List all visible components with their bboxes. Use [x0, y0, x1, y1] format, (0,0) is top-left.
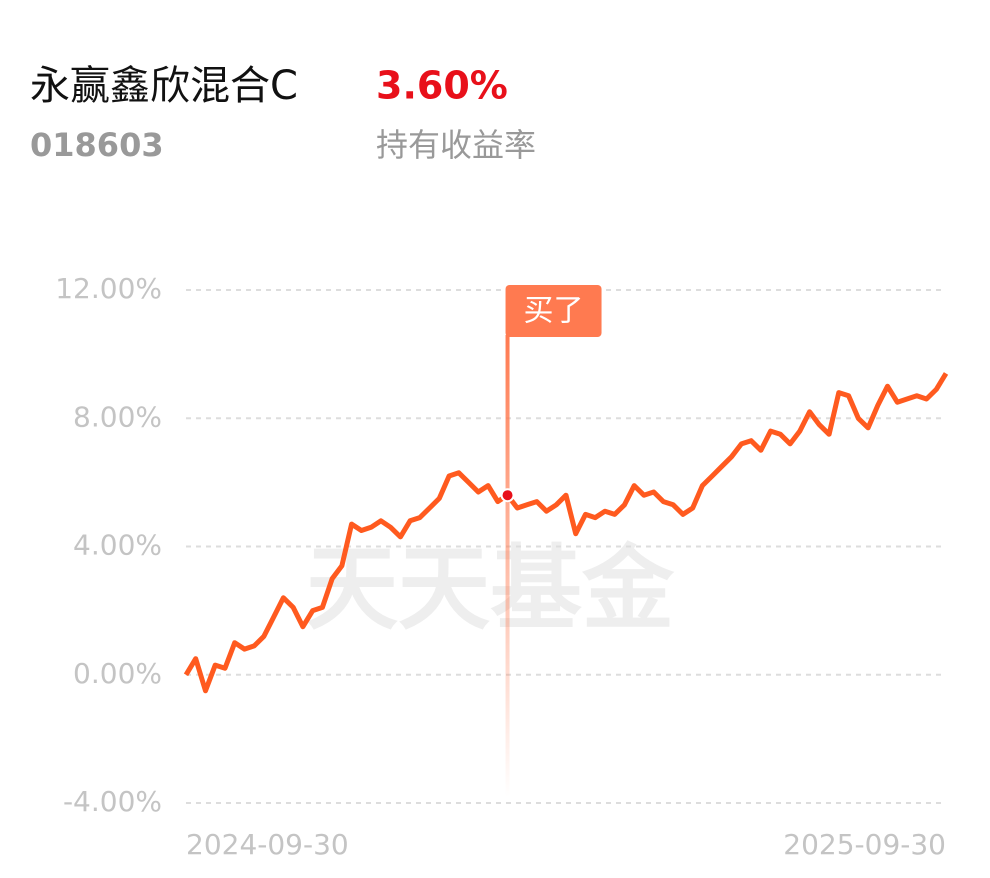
y-tick-label: 8.00% [73, 400, 162, 433]
fund-code: 018603 [30, 126, 164, 164]
y-tick-label: 0.00% [73, 657, 162, 690]
x-tick-label: 2024-09-30 [186, 828, 349, 861]
y-tick-label: 4.00% [73, 529, 162, 562]
buy-tag-text: 买了 [524, 294, 584, 329]
return-label: 持有收益率 [376, 126, 536, 164]
y-tick-label: -4.00% [63, 785, 162, 818]
line-series [183, 372, 949, 694]
buy-line [505, 335, 510, 797]
fund-title: 永赢鑫欣混合C [30, 63, 298, 109]
buy-tag [505, 285, 602, 337]
x-tick-label: 2025-09-30 [783, 828, 946, 861]
y-tick-label: 12.00% [55, 272, 162, 305]
buy-point [500, 488, 515, 503]
watermark: 天天基金 [306, 535, 675, 642]
holding-return: 3.60% [376, 64, 508, 108]
